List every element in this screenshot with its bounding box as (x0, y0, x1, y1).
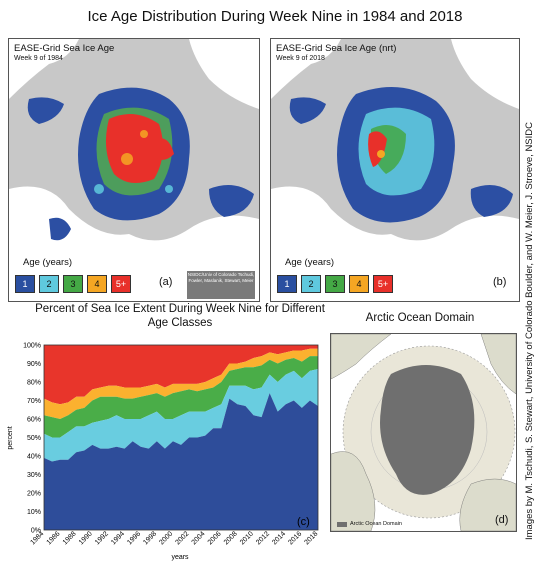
x-tick-label: 2016 (287, 530, 303, 546)
age-class-area-chart: 0%10%20%30%40%50%60%70%80%90%100% 1984 19… (7, 343, 319, 562)
area-series-2 (44, 369, 318, 462)
area-series-1 (44, 393, 318, 530)
x-tick-label: 1996 (126, 530, 142, 546)
domain-title: Arctic Ocean Domain (365, 312, 475, 324)
age-legend-5plus: 5+ (111, 275, 131, 293)
y-tick-label: 90% (27, 361, 41, 368)
area-series-5 (44, 345, 318, 405)
age-legend-3: 3 (325, 275, 345, 293)
x-tick-label: 1998 (142, 530, 158, 546)
area-series-4 (44, 348, 318, 419)
x-tick-label: 2010 (239, 530, 255, 546)
domain-map-graphic (331, 334, 516, 531)
main-title: Ice Age Distribution During Week Nine in… (87, 8, 463, 25)
x-tick-label: 2000 (158, 530, 174, 546)
panel-letter-c: (c) (297, 516, 310, 528)
x-tick-label: 2014 (271, 530, 287, 546)
map-2018-title: EASE-Grid Sea Ice Age (nrt) (276, 43, 397, 54)
age-legend-label-2018: Age (years) (285, 257, 335, 268)
map-panel-2018: EASE-Grid Sea Ice Age (nrt) Week 9 of 20… (270, 38, 520, 302)
age-legend-label: Age (years) (23, 257, 73, 268)
map-1984-title: EASE-Grid Sea Ice Age (14, 43, 115, 54)
map-1984-subtitle: Week 9 of 1984 (14, 55, 63, 62)
x-axis-label: years (171, 554, 189, 561)
x-tick-label: 2002 (175, 530, 191, 546)
chart-title: Percent of Sea Ice Extent During Week Ni… (35, 303, 325, 329)
age-legend-4: 4 (349, 275, 369, 293)
y-tick-label: 40% (27, 454, 41, 461)
map-2018-graphic (271, 39, 519, 301)
age-legend-2018: 1 2 3 4 5+ (277, 275, 393, 293)
x-tick-label: 1988 (62, 530, 78, 546)
x-tick-label: 2012 (255, 530, 271, 546)
y-tick-label: 20% (27, 491, 41, 498)
y-tick-label: 0% (31, 528, 41, 535)
panel-letter-a: (a) (159, 276, 173, 288)
age-legend-4: 4 (87, 275, 107, 293)
map-credit-box: NSIDC/Univ of Colorado Tschudi, Fowler, … (187, 271, 255, 299)
domain-legend-label: Arctic Ocean Domain (350, 521, 402, 527)
arctic-domain-map: Arctic Ocean Domain (d) (330, 333, 517, 532)
domain-legend: Arctic Ocean Domain (337, 521, 402, 527)
x-tick-label: 1992 (94, 530, 110, 546)
age-legend-2: 2 (301, 275, 321, 293)
x-tick-label: 2008 (223, 530, 239, 546)
panel-letter-b: (b) (493, 276, 507, 288)
age-legend-2: 2 (39, 275, 59, 293)
x-tick-label: 1994 (110, 530, 126, 546)
map-panel-1984: EASE-Grid Sea Ice Age Week 9 of 1984 Age… (8, 38, 260, 302)
y-tick-label: 100% (23, 343, 41, 350)
x-tick-label: 2006 (207, 530, 223, 546)
panel-letter-d: (d) (495, 514, 509, 526)
age-legend-1: 1 (15, 275, 35, 293)
y-tick-label: 70% (27, 398, 41, 405)
age-legend: 1 2 3 4 5+ (15, 275, 131, 293)
domain-legend-swatch (337, 521, 347, 527)
x-tick-label: 1986 (46, 530, 62, 546)
age-legend-3: 3 (63, 275, 83, 293)
image-credit: Images by M. Tschudi, S. Stewart, Univer… (524, 122, 535, 540)
x-tick-label: 1990 (78, 530, 94, 546)
y-tick-label: 60% (27, 417, 41, 424)
y-tick-label: 30% (27, 472, 41, 479)
y-axis-label: percent (7, 426, 14, 449)
y-tick-label: 80% (27, 380, 41, 387)
y-tick-label: 10% (27, 509, 41, 516)
x-tick-label: 2004 (191, 530, 207, 546)
age-legend-5plus: 5+ (373, 275, 393, 293)
plot-frame (43, 344, 319, 531)
map-2018-subtitle: Week 9 of 2018 (276, 55, 325, 62)
age-legend-1: 1 (277, 275, 297, 293)
x-tick-label: 2018 (303, 530, 319, 546)
area-series-3 (44, 356, 318, 438)
y-tick-label: 50% (27, 435, 41, 442)
